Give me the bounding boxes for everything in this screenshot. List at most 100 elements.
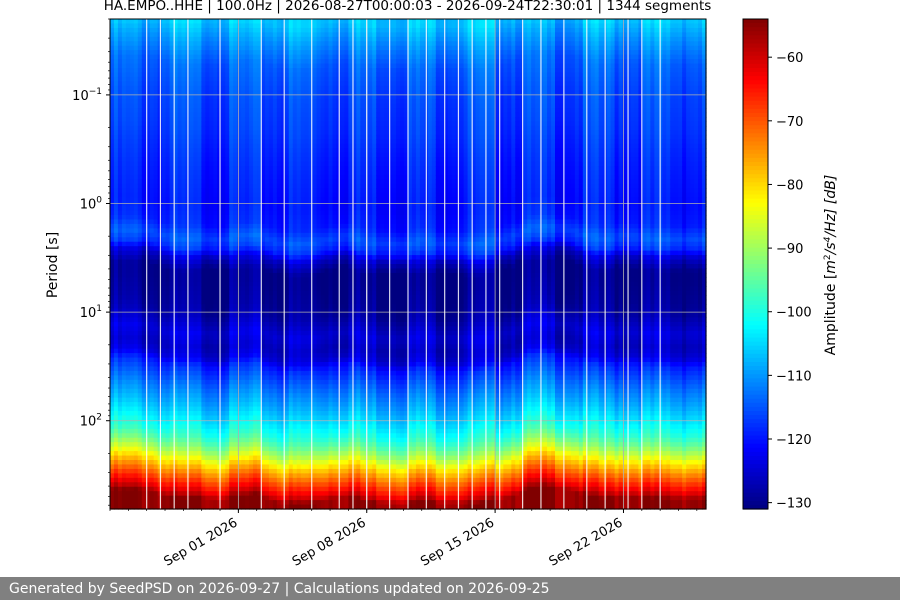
heatmap-cell (288, 32, 294, 38)
heatmap-cell (110, 143, 115, 149)
heatmap-cell (237, 384, 242, 390)
heatmap-cell (233, 411, 238, 417)
heatmap-cell (241, 344, 246, 350)
heatmap-cell (125, 272, 131, 278)
heatmap-cell (129, 290, 135, 296)
heatmap-cell (125, 36, 131, 42)
heatmap-cell (229, 192, 234, 198)
heatmap-cell (149, 344, 155, 350)
heatmap-cell (165, 482, 171, 488)
heatmap-cell (229, 321, 234, 327)
heatmap-cell (133, 437, 139, 443)
heatmap-cell (253, 281, 258, 287)
heatmap-cell (153, 344, 159, 350)
heatmap-cell (181, 201, 187, 207)
heatmap-cell (280, 357, 286, 363)
heatmap-cell (117, 486, 123, 492)
heatmap-cell (137, 210, 143, 216)
heatmap-cell (276, 68, 282, 74)
heatmap-cell (229, 166, 234, 172)
heatmap-cell (276, 272, 282, 278)
heatmap-cell (237, 108, 242, 114)
heatmap-cell (145, 281, 151, 287)
heatmap-cell (129, 268, 135, 274)
heatmap-cell (249, 437, 254, 443)
heatmap-cell (110, 268, 115, 274)
heatmap-cell (121, 19, 127, 25)
heatmap-cell (257, 477, 262, 483)
heatmap-cell (201, 406, 206, 412)
heatmap-cell (125, 451, 131, 457)
heatmap-cell (153, 188, 159, 194)
heatmap-cell (129, 455, 135, 461)
heatmap-cell (264, 81, 270, 87)
heatmap-cell (117, 477, 123, 483)
heatmap-cell (276, 344, 282, 350)
heatmap-cell (117, 36, 123, 42)
heatmap-cell (201, 63, 206, 69)
heatmap-cell (149, 179, 155, 185)
heatmap-cell (205, 246, 210, 252)
heatmap-cell (221, 321, 226, 327)
heatmap-cell (288, 81, 294, 87)
heatmap-cell (193, 130, 199, 136)
heatmap-cell (264, 223, 270, 229)
heatmap-cell (189, 424, 195, 430)
heatmap-cell (209, 286, 214, 292)
heatmap-cell (245, 277, 250, 283)
heatmap-cell (161, 166, 167, 172)
heatmap-cell (272, 130, 278, 136)
heatmap-cell (264, 486, 270, 492)
heatmap-cell (225, 268, 230, 274)
heatmap-cell (249, 192, 254, 198)
heatmap-cell (133, 495, 139, 501)
heatmap-cell (221, 326, 226, 332)
heatmap-cell (276, 366, 282, 372)
heatmap-cell (229, 495, 234, 501)
heatmap-cell (201, 259, 206, 265)
heatmap-cell (125, 277, 131, 283)
heatmap-cell (221, 63, 226, 69)
heatmap-cell (249, 473, 254, 479)
heatmap-cell (280, 188, 286, 194)
heatmap-cell (245, 330, 250, 336)
heatmap-cell (129, 232, 135, 238)
heatmap-cell (201, 451, 206, 457)
heatmap-cell (201, 330, 206, 336)
heatmap-cell (213, 228, 218, 234)
heatmap-cell (257, 424, 262, 430)
heatmap-cell (213, 406, 218, 412)
heatmap-cell (229, 174, 234, 180)
heatmap-cell (229, 237, 234, 243)
heatmap-cell (241, 491, 246, 497)
heatmap-cell (213, 223, 218, 229)
heatmap-cell (253, 246, 258, 252)
heatmap-cell (169, 108, 175, 114)
heatmap-cell (257, 268, 262, 274)
heatmap-cell (264, 495, 270, 501)
heatmap-cell (133, 486, 139, 492)
heatmap-cell (276, 72, 282, 78)
heatmap-cell (225, 192, 230, 198)
heatmap-cell (237, 486, 242, 492)
heatmap-cell (117, 299, 123, 305)
heatmap-cell (260, 170, 266, 176)
heatmap-cell (276, 246, 282, 252)
heatmap-cell (169, 366, 175, 372)
heatmap-cell (276, 174, 282, 180)
heatmap-cell (161, 68, 167, 74)
heatmap-cell (233, 215, 238, 221)
heatmap-cell (221, 223, 226, 229)
heatmap-cell (165, 406, 171, 412)
heatmap-cell (165, 81, 171, 87)
heatmap-cell (237, 23, 242, 29)
heatmap-cell (145, 362, 151, 368)
heatmap-cell (121, 464, 127, 470)
heatmap-cell (272, 59, 278, 65)
heatmap-cell (181, 339, 187, 345)
heatmap-cell (257, 308, 262, 314)
heatmap-cell (257, 94, 262, 100)
heatmap-cell (137, 482, 143, 488)
heatmap-cell (161, 76, 167, 82)
heatmap-cell (245, 166, 250, 172)
